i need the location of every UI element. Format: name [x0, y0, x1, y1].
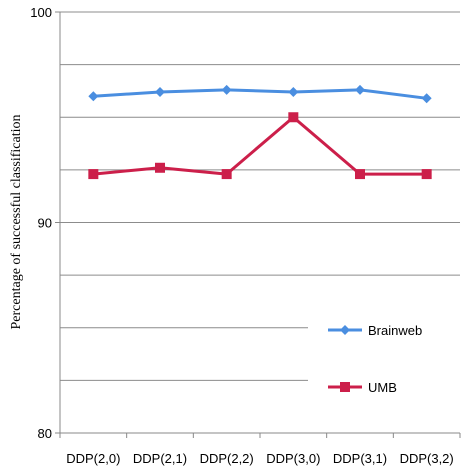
data-point: [88, 91, 99, 102]
data-point: [221, 169, 232, 180]
x-tick-label: DDP(3,1): [333, 451, 387, 466]
legend-box: [308, 305, 460, 415]
x-axis-ticks: DDP(2,0) DDP(2,1) DDP(2,2) DDP(3,0) DDP(3,1)…: [59, 433, 461, 466]
x-tick-label: DDP(3,2): [400, 451, 454, 466]
data-point: [355, 84, 365, 95]
legend-label: Brainweb: [368, 323, 422, 338]
x-tick-label: DDP(2,0): [66, 451, 120, 466]
y-tick-label: 80: [38, 426, 52, 441]
legend-label: UMB: [368, 380, 397, 395]
series-line: [93, 88, 427, 100]
legend-item-umb: UMB: [328, 380, 397, 395]
data-point: [355, 169, 365, 180]
y-tick-label: 90: [38, 216, 52, 231]
series-brainweb: [88, 84, 432, 104]
legend-swatch-marker: [340, 382, 350, 392]
legend-item-brainweb: Brainweb: [328, 323, 422, 338]
data-point: [155, 86, 165, 97]
legend-swatch-marker: [340, 325, 350, 335]
y-axis-label: Percentage of successful classification: [9, 115, 24, 330]
series-line: [93, 115, 427, 176]
data-point: [288, 112, 299, 123]
x-tick-label: DDP(2,2): [200, 451, 254, 466]
data-point: [288, 86, 299, 97]
y-axis-ticks: 80 90 100: [30, 5, 60, 441]
y-tick-label: 100: [30, 5, 52, 20]
series-layer: [88, 84, 432, 180]
series-umb: [88, 112, 432, 180]
data-point: [155, 162, 165, 173]
legend: Brainweb UMB: [328, 323, 422, 395]
data-point: [421, 93, 432, 104]
data-point: [88, 169, 99, 180]
data-point: [421, 169, 432, 180]
data-point: [221, 84, 232, 95]
x-tick-label: DDP(3,0): [266, 451, 320, 466]
x-tick-label: DDP(2,1): [133, 451, 187, 466]
